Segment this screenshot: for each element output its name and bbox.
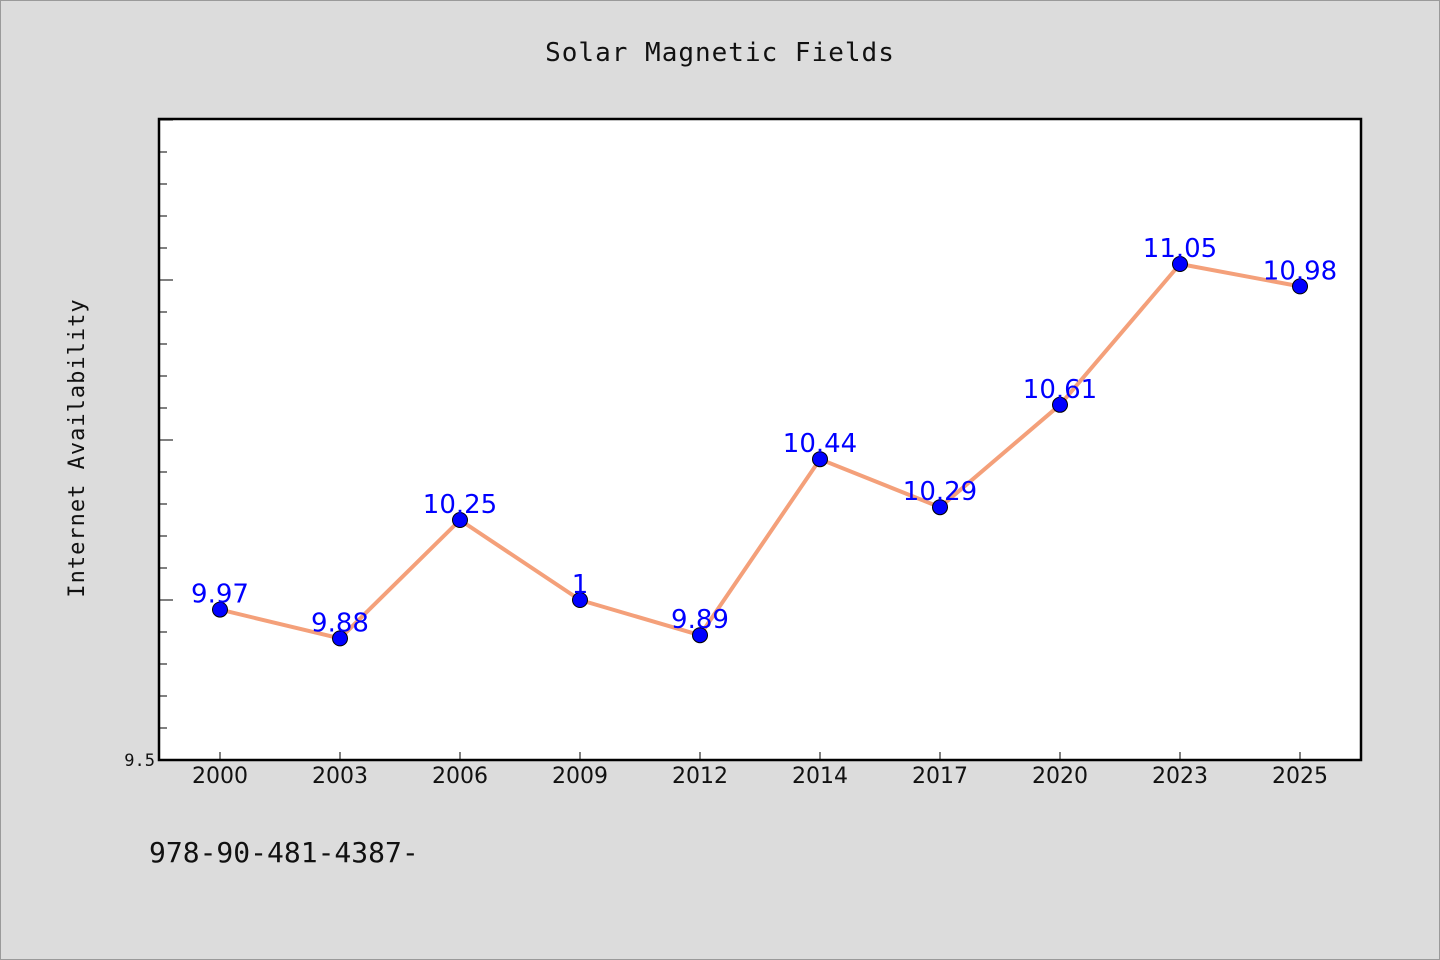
data-label: 9.97 (191, 580, 249, 610)
chart-title: Solar Magnetic Fields (545, 38, 895, 68)
data-point (812, 451, 828, 468)
data-point (452, 512, 468, 528)
data-label: 10.61 (1023, 375, 1097, 405)
data-label: 10.25 (423, 490, 497, 520)
x-tick-label: 2009 (552, 764, 608, 789)
data-point (1292, 278, 1308, 295)
data-point (692, 627, 708, 644)
y-tick-labels: 9.5 (124, 751, 155, 771)
data-label: 11.05 (1143, 234, 1217, 264)
x-ticks (219, 752, 1301, 760)
x-tick-label: 2003 (312, 764, 368, 789)
x-tick-label: 2014 (792, 764, 848, 789)
plot-area (157, 117, 1363, 762)
data-labels: 9.97 9.88 10.25 1 9.89 10.44 10.29 10.61 11.05 10… (191, 234, 1337, 638)
x-tick-label: 2020 (1032, 764, 1088, 789)
y-axis-label: Internet Availability (65, 298, 90, 597)
data-point (572, 592, 588, 608)
y-minor-ticks (160, 151, 167, 729)
footer-text: 978-90-481-4387- (149, 836, 419, 869)
series-polyline (218, 262, 1302, 641)
x-tick-label: 2012 (672, 764, 728, 789)
data-label: 10.98 (1263, 256, 1337, 286)
y-major-ticks (160, 119, 173, 761)
x-tick-label: 2023 (1152, 764, 1208, 789)
x-tick-labels: 2000 2003 2006 2009 2012 2014 2017 2020 2023 2025 (192, 764, 1328, 789)
data-point (1052, 396, 1068, 413)
data-point (332, 630, 348, 647)
data-label: 10.44 (783, 429, 857, 459)
y-tick-label: 9.5 (124, 751, 155, 771)
data-label: 9.88 (311, 608, 369, 638)
x-tick-label: 2017 (912, 764, 968, 789)
series-line (218, 262, 1302, 641)
data-label: 10.29 (903, 477, 977, 507)
data-label: 1 (572, 570, 589, 600)
data-point (1172, 256, 1188, 272)
data-point (932, 499, 948, 516)
data-label: 9.89 (671, 605, 729, 635)
series-markers (212, 256, 1308, 647)
x-tick-label: 2025 (1272, 764, 1328, 789)
data-point (212, 601, 228, 618)
x-tick-label: 2006 (432, 764, 488, 789)
x-tick-label: 2000 (192, 764, 248, 789)
